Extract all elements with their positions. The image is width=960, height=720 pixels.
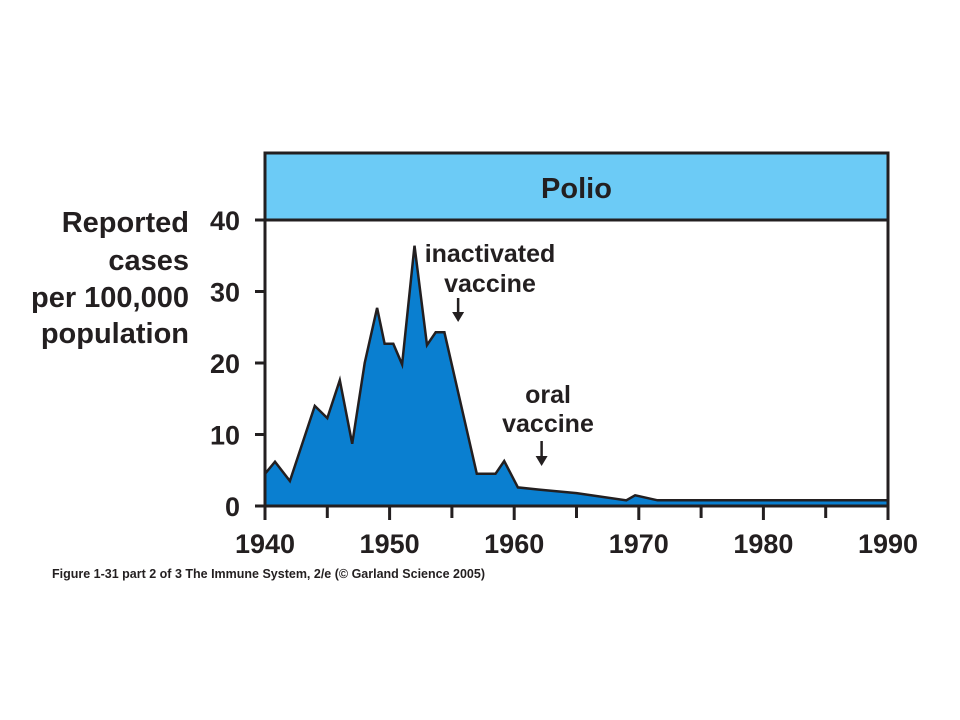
y-tick-label: 0 bbox=[225, 492, 240, 522]
x-tick-label: 1940 bbox=[235, 529, 295, 559]
y-axis-label-line: population bbox=[41, 318, 189, 350]
annotation-text: vaccine bbox=[444, 270, 536, 298]
x-axis: 1940 1950 1960 1970 1980 1990 bbox=[235, 506, 918, 559]
x-tick-label: 1990 bbox=[858, 529, 918, 559]
annotation-text: oral bbox=[525, 381, 571, 409]
y-tick-label: 40 bbox=[210, 206, 240, 236]
annotation-arrow-head bbox=[535, 456, 548, 466]
y-axis-label-line: Reported bbox=[62, 207, 189, 239]
y-tick-label: 20 bbox=[210, 349, 240, 379]
y-tick-label: 10 bbox=[210, 421, 240, 451]
y-tick-label: 30 bbox=[210, 278, 240, 308]
chart-title: Polio bbox=[541, 173, 612, 205]
x-tick-label: 1970 bbox=[609, 529, 669, 559]
figure-caption: Figure 1-31 part 2 of 3 The Immune Syste… bbox=[52, 567, 485, 581]
x-tick-label: 1950 bbox=[360, 529, 420, 559]
y-axis: 0 10 20 30 40 bbox=[210, 206, 265, 522]
polio-area-series bbox=[263, 245, 890, 508]
title-band bbox=[263, 151, 890, 222]
x-tick-label: 1980 bbox=[733, 529, 793, 559]
annotation-text: vaccine bbox=[502, 410, 594, 438]
y-axis-label-line: cases bbox=[108, 245, 189, 277]
annotation-arrow-head bbox=[452, 312, 465, 322]
x-tick-label: 1960 bbox=[484, 529, 544, 559]
y-axis-label-line: per 100,000 bbox=[31, 282, 189, 314]
y-axis-label: Reported cases per 100,000 population bbox=[31, 207, 189, 350]
annotation-text: inactivated bbox=[425, 240, 556, 268]
